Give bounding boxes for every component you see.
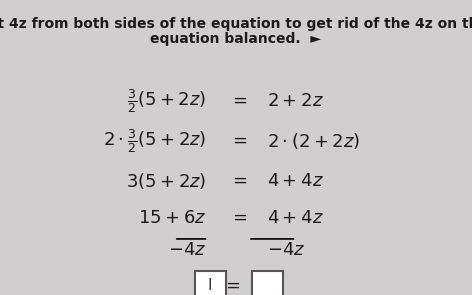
Text: =: = [232,209,247,227]
Text: $2 \cdot \frac{3}{2}(5 + 2z)$: $2 \cdot \frac{3}{2}(5 + 2z)$ [103,127,207,155]
Text: $4 + 4z$: $4 + 4z$ [267,171,324,189]
Text: equation balanced.  ►: equation balanced. ► [151,32,321,46]
Text: =: = [232,92,247,110]
Text: $2 \cdot (2 + 2z)$: $2 \cdot (2 + 2z)$ [267,131,360,151]
Text: $- 4z$: $- 4z$ [169,240,207,258]
Text: $- 4z$: $- 4z$ [267,240,305,258]
Text: =: = [232,171,247,189]
Text: $2 + 2z$: $2 + 2z$ [267,92,324,110]
Text: =: = [232,132,247,150]
Text: I: I [208,278,212,293]
Text: $4 + 4z$: $4 + 4z$ [267,209,324,227]
FancyBboxPatch shape [194,271,226,295]
Text: $\frac{3}{2}(5 + 2z)$: $\frac{3}{2}(5 + 2z)$ [127,87,207,115]
Text: $3(5 + 2z)$: $3(5 + 2z)$ [126,171,207,191]
Text: =: = [225,276,240,294]
Text: ext, subtract 4z from both sides of the equation to get rid of the 4z on the rig: ext, subtract 4z from both sides of the … [0,17,472,31]
FancyBboxPatch shape [252,271,283,295]
Text: $15 + 6z$: $15 + 6z$ [138,209,207,227]
